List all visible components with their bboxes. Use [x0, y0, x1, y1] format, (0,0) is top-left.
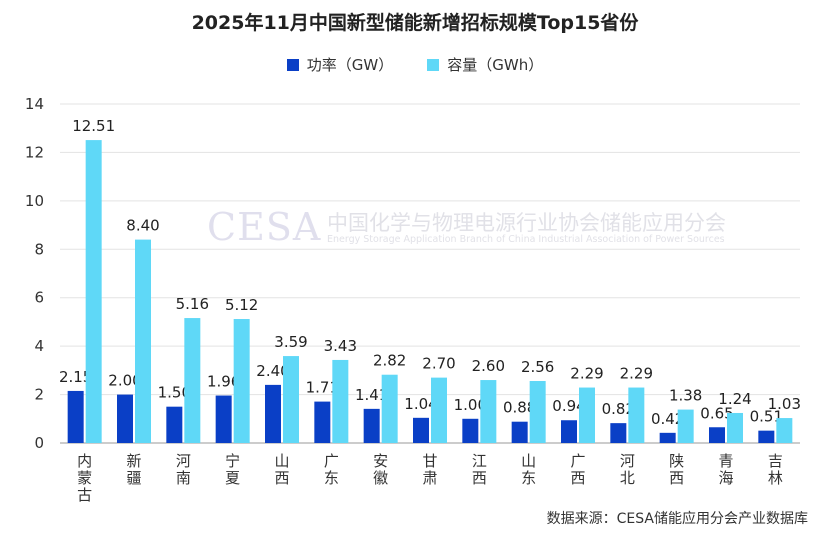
bar-power [117, 394, 133, 443]
x-tick-label: 山东 [521, 452, 536, 487]
data-label-power: 0.65 [700, 404, 733, 422]
chart-title: 2025年11月中国新型储能新增招标规模Top15省份 [191, 12, 639, 34]
bar-power [610, 423, 627, 443]
x-tick-label: 陕西 [669, 452, 684, 487]
x-tick-label: 广东 [324, 452, 339, 487]
x-tick-label: 宁夏 [225, 452, 240, 487]
legend-swatch-power [286, 58, 299, 71]
bar-power [363, 408, 380, 443]
data-label-power: 1.41 [355, 386, 388, 404]
x-tick-label: 山西 [274, 452, 289, 487]
bar-capacity [381, 374, 398, 443]
x-tick-label: 甘肃 [422, 452, 437, 487]
bar-capacity [480, 380, 497, 443]
data-label-power: 1.00 [454, 396, 487, 414]
watermark-cn-text: 中国化学与物理电源行业协会储能应用分会 [327, 211, 726, 235]
bar-power [561, 420, 577, 443]
data-label-capacity: 3.43 [324, 337, 357, 355]
data-label-power: 1.71 [306, 379, 339, 397]
legend: 功率（GW） 容量（GWh） [0, 54, 830, 75]
bar-power [758, 430, 775, 443]
data-label-power: 2.40 [256, 362, 289, 380]
bar-capacity [233, 319, 250, 443]
bar-power [511, 421, 528, 443]
y-tick-label: 6 [34, 289, 44, 307]
legend-item-power: 功率（GW） [286, 54, 394, 75]
data-label-capacity: 2.29 [570, 365, 603, 383]
bar-capacity [776, 418, 793, 443]
x-tick-label: 广西 [570, 452, 585, 487]
bar-power [166, 406, 183, 443]
data-label-capacity: 5.12 [225, 296, 258, 314]
x-tick-label: 安徽 [373, 452, 388, 487]
data-label-capacity: 12.51 [72, 117, 115, 135]
data-label-capacity: 2.29 [620, 365, 653, 383]
y-tick-label: 8 [34, 240, 44, 258]
data-label-capacity: 2.56 [521, 358, 554, 376]
bar-power [462, 418, 479, 443]
x-tick-label: 江西 [472, 452, 487, 487]
x-tick-label: 青海 [718, 452, 733, 487]
data-label-power: 1.96 [207, 373, 240, 391]
bar-power [314, 401, 331, 443]
bar-capacity [431, 377, 447, 443]
data-label-power: 1.50 [158, 384, 191, 402]
data-label-power: 2.15 [59, 368, 92, 386]
data-label-capacity: 5.16 [176, 295, 209, 313]
legend-item-capacity: 容量（GWh） [427, 54, 543, 75]
data-label-power: 0.88 [503, 399, 536, 417]
y-tick-label: 4 [34, 337, 44, 355]
bar-power [215, 395, 232, 443]
data-label-power: 0.42 [651, 410, 684, 428]
bar-capacity [579, 387, 595, 443]
watermark-en-text: Energy Storage Application Branch of Chi… [327, 234, 725, 245]
bar-capacity [727, 412, 743, 443]
bar-capacity [184, 318, 201, 443]
data-label-capacity: 1.03 [768, 395, 801, 413]
bar-capacity [677, 409, 694, 443]
data-label-power: 2.00 [108, 372, 141, 390]
bar-capacity [85, 140, 102, 443]
bar-power [265, 384, 281, 443]
data-label-capacity: 2.60 [472, 357, 505, 375]
bar-capacity [628, 387, 645, 443]
y-tick-label: 0 [34, 434, 44, 452]
source-note: 数据来源：CESA储能应用分会产业数据库 [546, 511, 808, 527]
data-label-power: 0.82 [602, 400, 635, 418]
data-label-capacity: 1.38 [669, 387, 702, 405]
watermark-logo: CESA [207, 205, 322, 249]
data-label-capacity: 1.24 [718, 390, 751, 408]
legend-swatch-capacity [427, 58, 440, 71]
x-tick-label: 河南 [176, 452, 191, 487]
x-tick-label: 河北 [620, 452, 635, 487]
bar-capacity [283, 356, 299, 443]
x-tick-label: 吉林 [768, 452, 783, 487]
data-label-power: 0.51 [750, 408, 783, 426]
legend-label-power: 功率（GW） [306, 56, 394, 74]
bar-capacity [529, 381, 546, 443]
bar-power [709, 427, 725, 443]
bar-capacity [135, 239, 151, 443]
y-tick-label: 10 [25, 192, 44, 210]
bar-capacity [332, 359, 349, 443]
legend-label-capacity: 容量（GWh） [447, 56, 544, 74]
data-label-capacity: 2.82 [373, 352, 406, 370]
y-tick-label: 2 [34, 386, 44, 404]
bar-power [659, 432, 676, 443]
x-tick-label: 内蒙古 [77, 452, 92, 504]
bar-power [67, 390, 84, 443]
bar-power [413, 417, 429, 443]
y-tick-label: 14 [25, 95, 44, 113]
data-label-capacity: 3.59 [274, 333, 307, 351]
x-tick-label: 新疆 [126, 452, 141, 487]
data-label-capacity: 8.40 [126, 217, 159, 235]
data-label-capacity: 2.70 [422, 355, 455, 373]
data-label-power: 0.94 [552, 397, 585, 415]
watermark: CESA 中国化学与物理电源行业协会储能应用分会 Energy Storage … [207, 205, 727, 250]
data-label-power: 1.04 [404, 395, 437, 413]
y-tick-label: 12 [25, 143, 44, 161]
